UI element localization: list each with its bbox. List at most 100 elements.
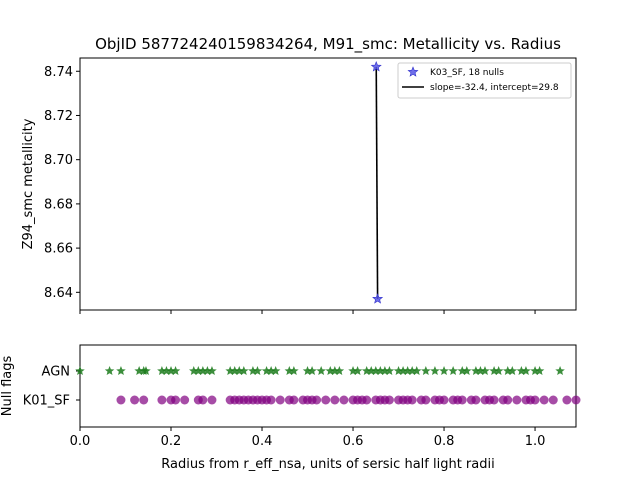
agn-flag-point (234, 366, 245, 376)
k01-flag-point (457, 395, 467, 405)
top-y-axis-label: Z94_smc metallicity (21, 118, 36, 249)
k01-flag-point (339, 395, 349, 405)
k01-flag-point (312, 395, 322, 405)
top-x-ticks (79, 310, 536, 314)
agn-flag-point (366, 366, 376, 376)
agn-flag-point (348, 366, 358, 376)
agn-flag-point (384, 366, 395, 376)
agn-flag-point (161, 366, 172, 376)
bottom-x-axis-label: Radius from r_eff_nsa, units of sersic h… (161, 457, 494, 472)
agn-flag-point (448, 366, 458, 376)
agn-flag-point (493, 366, 504, 376)
k01-flag-point (289, 395, 299, 405)
k01-flag-point (275, 395, 285, 405)
agn-flag-point (229, 366, 240, 376)
legend-label-fit: slope=-32.4, intercept=29.8 (430, 83, 559, 93)
k01-flag-point (407, 395, 417, 405)
top-y-ticks: 8.64 8.66 8.68 8.70 8.72 8.74 (44, 65, 80, 301)
legend-star-marker (407, 66, 419, 77)
k01-flag-point (562, 395, 572, 405)
agn-flag-point (302, 366, 313, 376)
k01-flag-point (548, 395, 558, 405)
bottom-x-tick-label: 0.2 (161, 434, 182, 449)
agn-flag-point (330, 366, 340, 376)
agn-flag-point (170, 366, 181, 376)
agn-flag-point (411, 366, 422, 376)
agn-flag-point (407, 366, 417, 376)
k01-flag-point (439, 395, 449, 405)
agn-flag-point (402, 366, 413, 376)
agn-flag-point (555, 366, 565, 376)
k01-flag-point (421, 395, 431, 405)
k01-flag-point (139, 395, 149, 405)
agn-flag-point (375, 366, 386, 376)
k01-flag-point (180, 395, 190, 405)
agn-flag-point (462, 366, 472, 376)
k01-flag-point (489, 395, 499, 405)
agn-flag-point (489, 366, 499, 376)
k01-flag-point (503, 395, 513, 405)
agn-flag-point (248, 366, 258, 376)
agn-flag-point (225, 366, 235, 376)
agn-flag-point (534, 366, 545, 376)
agn-flag-point (157, 366, 167, 376)
agn-flag-point (316, 366, 326, 376)
agn-flag-point (207, 366, 217, 376)
k01-flag-point (530, 395, 540, 405)
legend-label-series: K03_SF, 18 nulls (430, 68, 504, 78)
top-legend: K03_SF, 18 nulls slope=-32.4, intercept=… (397, 62, 572, 99)
fit-line (375, 66, 379, 299)
bottom-x-tick-label: 0.8 (434, 434, 455, 449)
agn-flag-point (193, 366, 204, 376)
agn-flag-point (430, 366, 440, 376)
k01-flag-point (198, 395, 208, 405)
agn-flag-point (325, 366, 336, 376)
agn-flag-point (352, 366, 363, 376)
bottom-y-tick-label: AGN (42, 365, 70, 380)
agn-flag-point (371, 366, 381, 376)
agn-flag-point (261, 366, 272, 376)
top-y-tick-label: 8.64 (44, 286, 73, 301)
agn-flag-point (116, 366, 126, 376)
bottom-series-marks (75, 366, 581, 405)
agn-flag-point (439, 366, 449, 376)
bottom-y-ticks: AGN K01_SF (23, 365, 80, 409)
agn-flag-point (471, 366, 481, 376)
agn-flag-point (521, 366, 531, 376)
top-plot-area (79, 57, 577, 311)
agn-flag-point (480, 366, 490, 376)
top-chart-title: ObjID 587724240159834264, M91_smc: Metal… (95, 35, 561, 54)
top-y-tick-label: 8.66 (44, 242, 73, 257)
k01-flag-point (330, 395, 340, 405)
agn-flag-point (239, 366, 249, 376)
bottom-plot-area (79, 344, 577, 428)
legend-box (397, 62, 572, 99)
legend-star (407, 66, 419, 77)
bottom-x-tick-label: 0.0 (70, 434, 91, 449)
agn-flag-point (380, 366, 390, 376)
k01-flag-point (539, 395, 549, 405)
agn-flag-point (361, 366, 372, 376)
k01-flag-point (321, 395, 331, 405)
agn-flag-point (421, 366, 431, 376)
agn-flag-point (398, 366, 408, 376)
k01-flag-point (471, 395, 481, 405)
bottom-x-tick-label: 1.0 (525, 434, 546, 449)
agn-flag-point (307, 366, 317, 376)
bottom-y-tick-label: K01_SF (23, 394, 70, 409)
agn-flag-point (189, 366, 199, 376)
bottom-x-tick-label: 0.6 (343, 434, 364, 449)
agn-flag-point (530, 366, 540, 376)
top-y-tick-label: 8.68 (44, 197, 73, 212)
agn-flag-point (507, 366, 518, 376)
k01-flag-point (266, 395, 276, 405)
bottom-y-axis-label: Null flags (0, 356, 15, 417)
agn-flag-point (104, 366, 115, 376)
agn-flag-point (502, 366, 513, 376)
k01-flag-point (571, 395, 581, 405)
k01-flag-point (157, 395, 167, 405)
k01-flag-point (512, 395, 522, 405)
agn-flag-point (334, 366, 345, 376)
bottom-x-ticks: 0.0 0.2 0.4 0.6 0.8 1.0 (70, 427, 546, 449)
top-series-marks (370, 61, 384, 304)
